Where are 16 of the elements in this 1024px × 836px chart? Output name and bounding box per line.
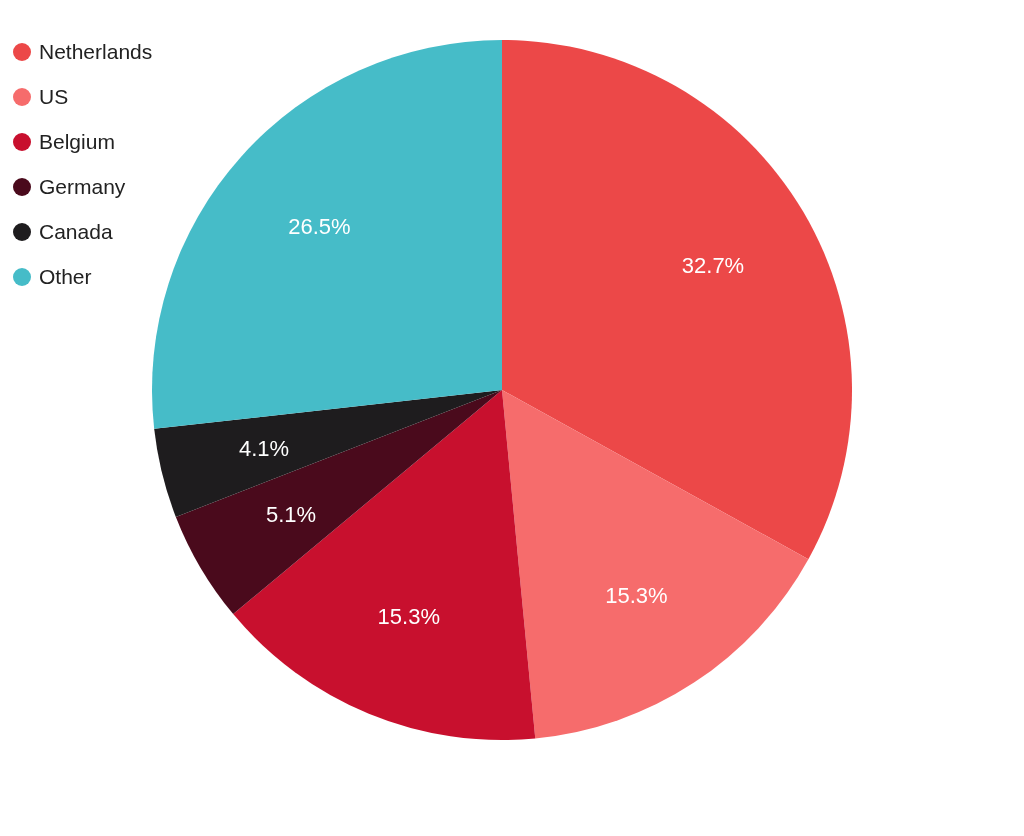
data-label: 5.1%	[265, 502, 317, 528]
pie-slice	[502, 390, 809, 739]
legend-label: Germany	[39, 175, 126, 199]
legend-label: Belgium	[39, 130, 115, 154]
legend-label: Canada	[39, 220, 113, 244]
data-label: 15.3%	[605, 582, 668, 608]
data-label: 32.7%	[681, 253, 745, 279]
data-label: 26.5%	[288, 214, 351, 240]
legend-label: Other	[39, 265, 92, 289]
pie-slice	[233, 390, 536, 740]
data-label: 15.3%	[377, 604, 440, 630]
pie-slice	[152, 40, 502, 429]
data-label: 4.1%	[239, 436, 290, 462]
legend-label: US	[39, 85, 69, 109]
pie-slice	[502, 40, 852, 560]
legend-label: Netherlands	[39, 40, 153, 64]
